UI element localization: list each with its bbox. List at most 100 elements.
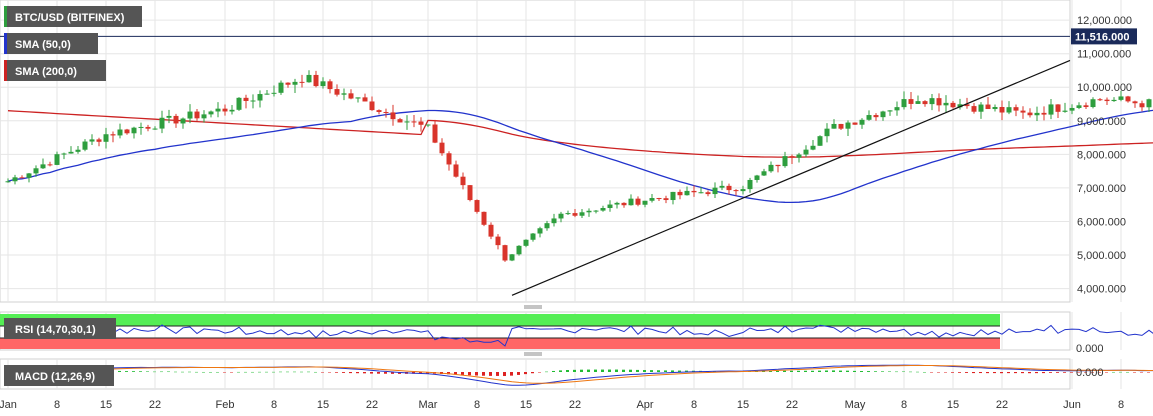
x-tick-label: 8 xyxy=(474,399,480,411)
candle-body xyxy=(61,153,67,155)
macd-histogram-bar xyxy=(293,371,296,373)
macd-label-text: MACD (12,26,9) xyxy=(15,371,95,383)
candle xyxy=(243,94,249,109)
macd-histogram-bar xyxy=(482,372,485,376)
candle xyxy=(971,103,977,114)
candle-body xyxy=(1041,112,1047,115)
macd-histogram-bar xyxy=(594,369,597,372)
macd-histogram-bar xyxy=(923,371,926,373)
candle xyxy=(915,95,921,105)
candle xyxy=(187,104,193,124)
candle xyxy=(425,124,431,128)
candle-body xyxy=(957,104,963,108)
candle-body xyxy=(47,164,53,166)
macd-histogram-bar xyxy=(1000,372,1003,374)
candle xyxy=(698,186,704,194)
candle-body xyxy=(852,122,858,125)
macd-histogram-bar xyxy=(629,369,632,372)
macd-histogram-bar xyxy=(335,372,338,373)
macd-axis-label: 0.000 xyxy=(1076,367,1104,379)
macd-histogram-bar xyxy=(146,371,149,372)
candle-body xyxy=(26,173,32,178)
macd-resize-handle[interactable] xyxy=(522,352,544,357)
candle xyxy=(166,109,172,124)
x-tick-label: 22 xyxy=(786,399,798,411)
candle-body xyxy=(54,154,60,165)
x-tick-label: 8 xyxy=(1118,399,1124,411)
candle-body xyxy=(712,187,718,195)
candle xyxy=(1111,97,1117,102)
y-tick-label: 5,000.000 xyxy=(1077,250,1126,262)
candle-body xyxy=(992,106,998,110)
candle xyxy=(257,90,263,108)
candle-body xyxy=(558,213,564,219)
candle xyxy=(866,110,872,121)
candle-body xyxy=(1055,104,1061,112)
candle-body xyxy=(1069,107,1075,111)
rsi-resize-handle[interactable] xyxy=(522,305,544,310)
y-tick-label: 6,000.000 xyxy=(1077,216,1126,228)
candle-body xyxy=(789,156,795,158)
candle-body xyxy=(124,129,130,134)
candle-body xyxy=(859,119,865,125)
macd-histogram-bar xyxy=(286,371,289,373)
sma-200-line xyxy=(7,110,1153,158)
candle-body xyxy=(292,81,298,85)
x-tick-label: 22 xyxy=(996,399,1008,411)
macd-histogram-bar xyxy=(370,372,373,374)
x-tick-label: 22 xyxy=(366,399,378,411)
macd-histogram-bar xyxy=(510,372,513,376)
trendlines xyxy=(511,59,1071,296)
candle xyxy=(68,146,74,154)
macd-histogram-bar xyxy=(223,372,226,373)
macd-histogram-bar xyxy=(1091,372,1094,373)
y-tick-label: 4,000.000 xyxy=(1077,284,1126,296)
macd-histogram-bar xyxy=(118,370,121,372)
candle-body xyxy=(1048,104,1054,115)
macd-histogram-bar xyxy=(566,370,569,372)
symbol-label[interactable]: BTC/USD (BITFINEX) xyxy=(4,6,142,27)
rsi-label-text: RSI (14,70,30,1) xyxy=(15,324,96,336)
candle-body xyxy=(208,111,214,115)
sma-50-series xyxy=(7,109,1153,204)
rsi-label[interactable]: RSI (14,70,30,1) xyxy=(4,318,116,339)
candle xyxy=(103,127,109,149)
candle-body xyxy=(677,191,683,196)
candle xyxy=(642,200,648,208)
candle-body xyxy=(782,156,788,167)
macd-histogram-bar xyxy=(342,372,345,373)
y-tick-label: 12,000.000 xyxy=(1077,15,1132,27)
candle-body xyxy=(264,93,270,95)
sma-200-label[interactable]: SMA (200,0) xyxy=(4,60,106,81)
macd-histogram-bar xyxy=(783,370,786,372)
candle xyxy=(908,91,914,110)
candle-body xyxy=(614,202,620,205)
macd-histogram-bar xyxy=(181,371,184,373)
macd-histogram-bar xyxy=(356,372,359,374)
macd-histogram-bar xyxy=(685,370,688,372)
candle-body xyxy=(698,192,704,194)
candle-body xyxy=(943,102,949,106)
macd-label[interactable]: MACD (12,26,9) xyxy=(4,365,114,386)
x-tick-label: Feb xyxy=(216,399,235,411)
candle xyxy=(376,109,382,115)
macd-histogram-bar xyxy=(860,371,863,372)
candle-body xyxy=(285,82,291,85)
candle xyxy=(747,177,753,193)
macd-histogram-bar xyxy=(419,372,422,374)
candle xyxy=(5,178,11,183)
sma-50-label[interactable]: SMA (50,0) xyxy=(4,33,98,54)
candle-body xyxy=(1083,105,1089,108)
candle-body xyxy=(166,115,172,118)
candle xyxy=(411,115,417,128)
candle-body xyxy=(1020,110,1026,113)
candle xyxy=(1048,98,1054,120)
sma-200-label-text: SMA (200,0) xyxy=(15,66,77,78)
candle-body xyxy=(719,185,725,188)
candle xyxy=(54,151,60,166)
candle-body xyxy=(929,98,935,105)
candle-body xyxy=(985,104,991,110)
macd-histogram-bar xyxy=(825,370,828,372)
candle-body xyxy=(460,176,466,186)
